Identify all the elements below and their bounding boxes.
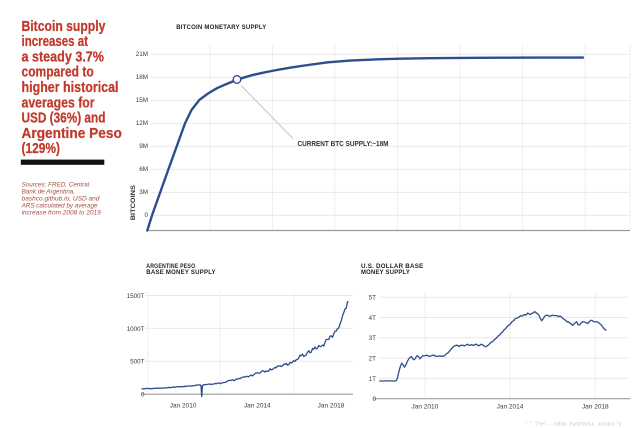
svg-text:1T: 1T	[369, 376, 377, 383]
svg-text:BASE MONEY SUPPLY: BASE MONEY SUPPLY	[146, 269, 216, 276]
svg-text:18M: 18M	[136, 74, 148, 81]
svg-text:2T: 2T	[369, 356, 377, 363]
svg-text:0: 0	[141, 392, 145, 399]
svg-text:higher historical: higher historical	[22, 80, 119, 96]
svg-text:Jan 2010: Jan 2010	[170, 403, 197, 410]
svg-text:USD (36%) and: USD (36%) and	[22, 111, 106, 127]
svg-text:Jan 2014: Jan 2014	[497, 403, 524, 410]
svg-text:Jan 2014: Jan 2014	[244, 403, 271, 410]
svg-text:BITCOINS: BITCOINS	[130, 185, 137, 221]
svg-text:3M: 3M	[139, 189, 148, 196]
svg-text:ARS calculated by average: ARS calculated by average	[21, 203, 98, 210]
svg-text:Argentine Peso: Argentine Peso	[22, 126, 123, 142]
svg-text:increases at: increases at	[22, 34, 89, 50]
svg-text:increase from 2008 to 2019: increase from 2008 to 2019	[22, 210, 102, 217]
svg-text:a steady 3.7%: a steady 3.7%	[22, 49, 105, 65]
svg-text:5T: 5T	[369, 295, 377, 302]
svg-text:MONEY SUPPLY: MONEY SUPPLY	[361, 269, 410, 276]
svg-text:BITCOIN MONETARY SUPPLY: BITCOIN MONETARY SUPPLY	[176, 24, 267, 31]
svg-text:bashco.github.io, USD and: bashco.github.io, USD and	[22, 196, 100, 203]
svg-text:12M: 12M	[136, 120, 148, 127]
svg-text:Jan 2010: Jan 2010	[412, 403, 439, 410]
svg-text:' ' ?e' - abc tvt/o/u. com '|: ' ' ?e' - abc tvt/o/u. com '|	[526, 422, 621, 428]
svg-text:Bank de Argentina,: Bank de Argentina,	[22, 188, 76, 195]
svg-text:Jan 2018: Jan 2018	[582, 403, 609, 410]
svg-text:compared to: compared to	[22, 65, 94, 81]
svg-text:500T: 500T	[130, 359, 145, 366]
svg-text:averages for: averages for	[22, 95, 95, 111]
svg-text:9M: 9M	[139, 143, 148, 150]
svg-text:U.S. DOLLAR BASE: U.S. DOLLAR BASE	[361, 263, 424, 270]
svg-text:6M: 6M	[139, 166, 148, 173]
svg-text:CURRENT BTC SUPPLY:~18M: CURRENT BTC SUPPLY:~18M	[298, 139, 389, 148]
svg-text:1500T: 1500T	[127, 293, 145, 300]
svg-text:0: 0	[144, 212, 148, 219]
svg-text:Jan 2018: Jan 2018	[318, 403, 345, 410]
svg-text:21M: 21M	[136, 51, 148, 58]
svg-text:(129%): (129%)	[22, 141, 61, 157]
svg-text:1000T: 1000T	[127, 326, 145, 333]
svg-text:0: 0	[372, 396, 376, 403]
svg-text:ARGENTINE PESO: ARGENTINE PESO	[146, 263, 195, 270]
svg-text:Sources: FRED, Central: Sources: FRED, Central	[22, 181, 90, 188]
svg-text:3T: 3T	[369, 335, 377, 342]
svg-text:Bitcoin supply: Bitcoin supply	[22, 19, 106, 35]
svg-text:15M: 15M	[136, 97, 148, 104]
svg-text:4T: 4T	[369, 315, 377, 322]
